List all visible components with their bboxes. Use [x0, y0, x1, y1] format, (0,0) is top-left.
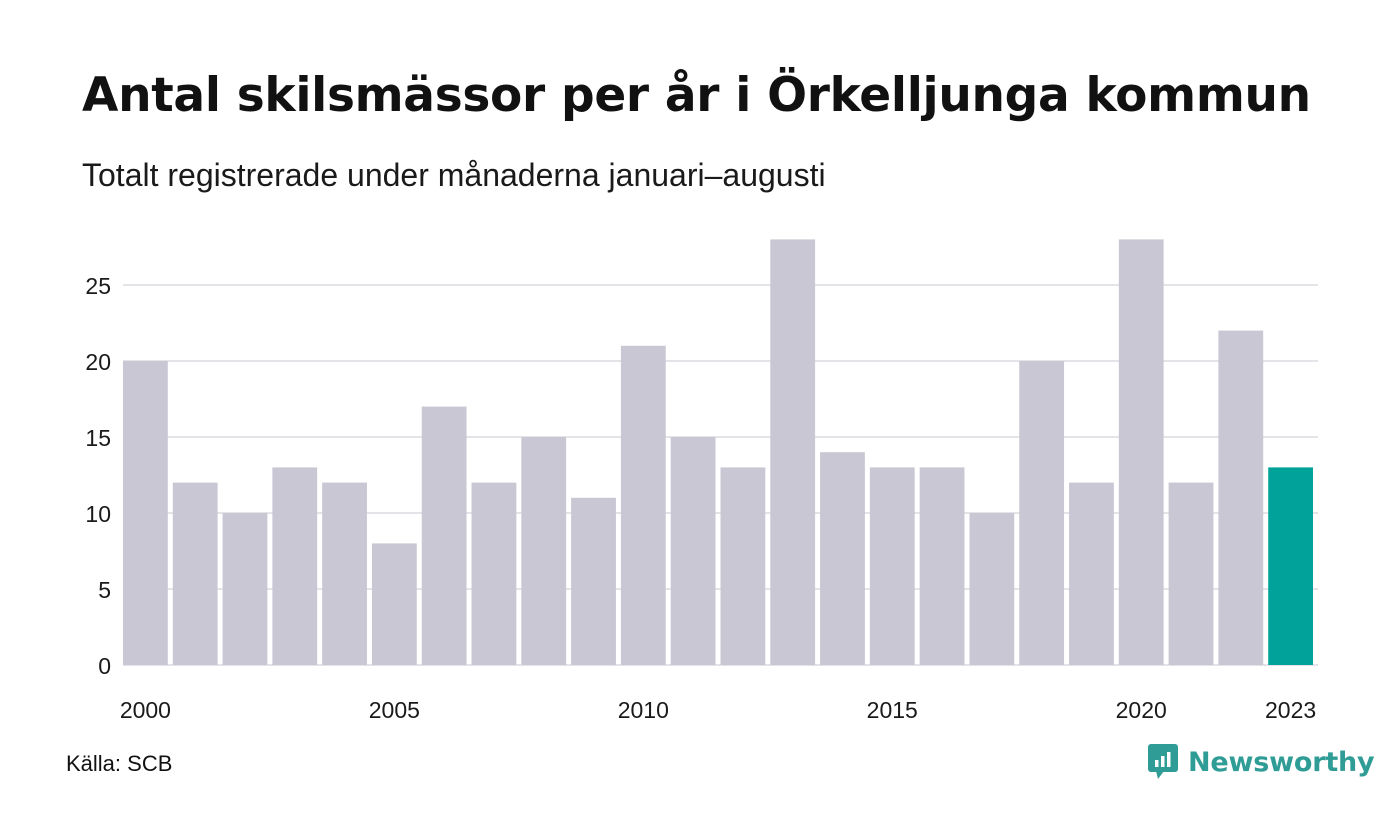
y-tick-label: 15 — [85, 425, 111, 451]
brand-logo: Newsworthy — [1148, 744, 1375, 780]
bar-2001 — [172, 482, 218, 665]
bar-2013 — [770, 239, 816, 665]
bar-2021 — [1168, 482, 1214, 665]
bar-2008 — [521, 437, 567, 665]
bar-2017 — [969, 513, 1015, 665]
bar-2016 — [919, 467, 965, 665]
bar-2005 — [371, 543, 417, 665]
bar-2019 — [1069, 482, 1114, 665]
x-tick-label: 2010 — [618, 697, 669, 723]
chart-subtitle: Totalt registrerade under månaderna janu… — [82, 157, 826, 193]
bar-2012 — [720, 467, 766, 665]
bar-2014 — [820, 452, 865, 665]
bar-2015 — [869, 467, 915, 665]
x-tick-label: 2000 — [120, 697, 171, 723]
newsworthy-logo-icon — [1148, 744, 1178, 779]
bar-2023 — [1268, 467, 1313, 665]
y-tick-label: 20 — [85, 349, 111, 375]
bar-2003 — [272, 467, 318, 665]
bar-2018 — [1019, 361, 1065, 665]
chart-title: Antal skilsmässor per år i Örkelljunga k… — [82, 68, 1311, 123]
x-tick-label: 2020 — [1116, 697, 1167, 723]
x-tick-label: 2005 — [369, 697, 420, 723]
bar-2022 — [1218, 330, 1264, 665]
x-axis-ticks: 2000 2005 2010 2015 2020 2023 — [120, 697, 1316, 723]
bar-2009 — [571, 497, 616, 665]
y-tick-label: 10 — [85, 501, 111, 527]
bar-2004 — [322, 482, 367, 665]
bar-2000 — [123, 361, 168, 665]
brand-name: Newsworthy — [1188, 746, 1375, 778]
y-axis-ticks: 0 5 10 15 20 25 — [85, 273, 111, 679]
bar-2006 — [421, 406, 467, 665]
bar-2002 — [222, 513, 268, 665]
y-tick-label: 5 — [98, 577, 111, 603]
bar-2007 — [471, 482, 517, 665]
y-tick-label: 25 — [85, 273, 111, 299]
x-tick-label: 2015 — [867, 697, 918, 723]
bar-2011 — [670, 437, 716, 665]
y-tick-label: 0 — [98, 653, 111, 679]
bar-2020 — [1118, 239, 1164, 665]
bars — [123, 239, 1313, 665]
source-note: Källa: SCB — [66, 751, 173, 776]
x-tick-label: 2023 — [1265, 697, 1316, 723]
bar-2010 — [620, 345, 666, 665]
